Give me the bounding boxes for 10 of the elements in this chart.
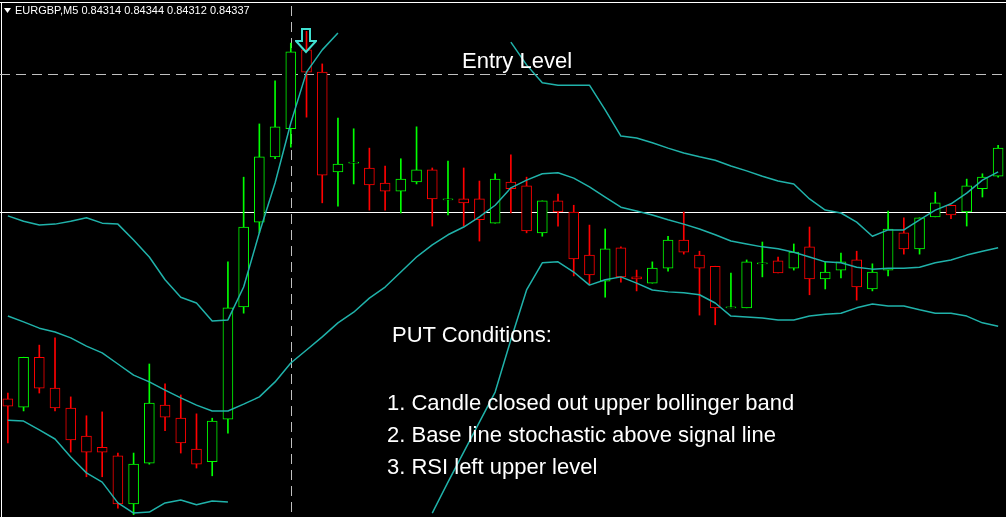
- candlestick: [395, 158, 407, 214]
- candlestick: [379, 165, 391, 211]
- annotation: 3. RSI left upper level: [387, 454, 598, 480]
- annotation: 1. Candle closed out upper bollinger band: [387, 390, 795, 416]
- candlestick: [348, 128, 359, 185]
- ref-line-label: Entry Level: [461, 47, 573, 73]
- chart-title: EURGBP,M5 0.84314 0.84344 0.84312 0.84337: [15, 4, 250, 16]
- candlestick: [96, 411, 108, 478]
- candlestick: [725, 272, 737, 309]
- candlestick: [442, 160, 454, 216]
